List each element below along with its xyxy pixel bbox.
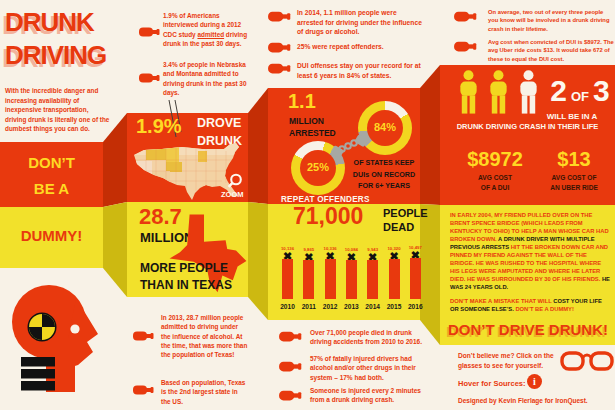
- bullet-record: DUI offenses stay on your record for at …: [297, 61, 423, 80]
- bottle-icon: [139, 72, 161, 84]
- bar-group-2013: 10,084 ✖ 2013: [340, 247, 362, 313]
- more-people-label: MORE PEOPLETHAN IN TEXAS: [140, 260, 232, 294]
- deaths-bar-chart: 10,136 ✖ 2010 9,865 ✖ 2011 10,336 ✖ 2012…: [276, 244, 426, 313]
- bar-group-2012: 10,336 ✖ 2012: [319, 246, 341, 313]
- bottle-icon: [278, 360, 304, 373]
- handcuff-chain-icon: [330, 130, 370, 160]
- bar-group-2011: 9,865 ✖ 2011: [298, 247, 320, 313]
- crash-dummy-head-icon: [8, 272, 108, 400]
- stat-71000: 71,000: [293, 203, 363, 230]
- story-text: IN EARLY 2004, MY FRIEND PULLED OVER ON …: [450, 212, 610, 292]
- bar-group-2010: 10,136 ✖ 2010: [277, 246, 299, 313]
- chart-bar: [410, 258, 421, 299]
- chart-bar: [367, 260, 378, 299]
- bottle-icon: [278, 330, 304, 343]
- bottle-icon: [268, 41, 292, 54]
- stat-2-of-3: 2OF3: [545, 74, 615, 108]
- title-line-1: DRUNK: [5, 6, 106, 39]
- person-icon: [517, 70, 540, 115]
- crash-label: DRUNK DRIVING CRASH IN THEIR LIFE: [440, 122, 615, 131]
- bottle-icon: [133, 330, 155, 342]
- dont-line: DON’T: [0, 150, 103, 176]
- bottle-icon: [139, 26, 161, 38]
- uber-cost: $13 AVG COST OFAN UBER RIDE: [536, 148, 612, 193]
- million-arrested-label: MILLIONARRESTED: [289, 115, 336, 140]
- dont-drive-drunk: DON’T DRIVE DRUNK!: [441, 321, 615, 338]
- bullet-1.9pct: 1.9% of Americans interviewed during a 2…: [163, 11, 253, 48]
- credit-text: Designed by Kevin Flerlage for IronQuest…: [458, 396, 588, 405]
- chart-bar: [303, 260, 314, 299]
- be-a-line: BE A: [0, 176, 103, 202]
- chart-bar: [325, 259, 336, 299]
- bar-year: 2014: [365, 299, 380, 313]
- bullet-2of3: On average, two out of every three peopl…: [488, 8, 614, 33]
- bullet-2013: In 2013, 28.7 million people admitted to…: [161, 313, 249, 359]
- chart-bar: [346, 260, 357, 299]
- bullet-3.4pct: 3.4% of people in Nebraska and Montana a…: [163, 60, 253, 97]
- bullet-2min: Someone is injured every 2 minutes from …: [310, 386, 424, 405]
- chart-bar: [389, 259, 400, 299]
- bullet-repeat: 25% were repeat offenders.: [297, 42, 423, 52]
- stat-25: 25%: [300, 161, 336, 173]
- dui-cost: $8972 AVG COSTOF A DUI: [450, 148, 540, 193]
- title-line-2: DRIVING: [5, 39, 106, 72]
- bullet-57pct: 57% of fatally injured drivers had alcoh…: [310, 354, 424, 382]
- believe-text: Don’t believe me? Click on the glasses t…: [458, 351, 568, 370]
- will-be-label: WILL BE IN A: [537, 112, 607, 121]
- intro-text: With the incredible danger and increasin…: [5, 86, 111, 134]
- bar-year: 2015: [387, 299, 402, 313]
- bar-year: 2011: [302, 299, 316, 313]
- bottle-icon: [453, 10, 479, 23]
- dont-be-a: DON’T BE A: [0, 150, 103, 201]
- bar-year: 2016: [408, 299, 423, 313]
- bullet-avg-cost: Avg cost when convicted of DUI is $8972.…: [488, 38, 614, 63]
- people-dead-label: PEOPLEDEAD: [383, 206, 428, 235]
- states-keep-label: OF STATES KEEPDUIs ON RECORDFOR 6+ YEARS: [348, 157, 420, 192]
- drunk-driving-infographic: DRUNK DRIVING With the incredible danger…: [0, 0, 615, 410]
- bullet-texas-size: Based on population, Texas is the 2nd la…: [161, 378, 249, 406]
- magnifier-icon[interactable]: [226, 173, 243, 190]
- bar-year: 2010: [280, 299, 295, 313]
- bottle-icon: [268, 62, 292, 75]
- zoom-label[interactable]: ZOOM: [221, 190, 244, 199]
- bottle-icon: [268, 10, 292, 23]
- info-icon[interactable]: i: [527, 374, 542, 389]
- bottle-icon: [453, 40, 479, 53]
- stat-1.9pct: 1.9%: [136, 115, 182, 138]
- story-warning: DON’T MAKE A MISTAKE THAT WILL COST YOUR…: [450, 298, 612, 314]
- stat-84: 84%: [367, 121, 403, 133]
- chart-bar: [282, 259, 293, 299]
- person-icon: [457, 70, 480, 115]
- bar-year: 2012: [323, 299, 338, 313]
- bar-group-2014: 9,943 ✖ 2014: [362, 247, 384, 313]
- bar-group-2015: 10,320 ✖ 2015: [383, 246, 405, 313]
- stat-1.1: 1.1: [288, 90, 316, 113]
- bullet-arrested: In 2014, 1.1 million people were arreste…: [297, 8, 423, 37]
- bottle-icon: [278, 389, 304, 402]
- bar-year: 2013: [344, 299, 359, 313]
- bottle-icon: [133, 384, 155, 396]
- bullet-71000: Over 71,000 people died in drunk driving…: [310, 328, 424, 347]
- person-icon: [487, 70, 510, 115]
- page-title: DRUNK DRIVING: [5, 6, 106, 73]
- dummy-label: DUMMY!: [0, 227, 103, 244]
- bar-group-2016: 10,497 ✖ 2016: [404, 245, 426, 313]
- hover-sources-label: Hover for Sources:: [458, 379, 526, 390]
- glasses-icon[interactable]: [560, 346, 614, 376]
